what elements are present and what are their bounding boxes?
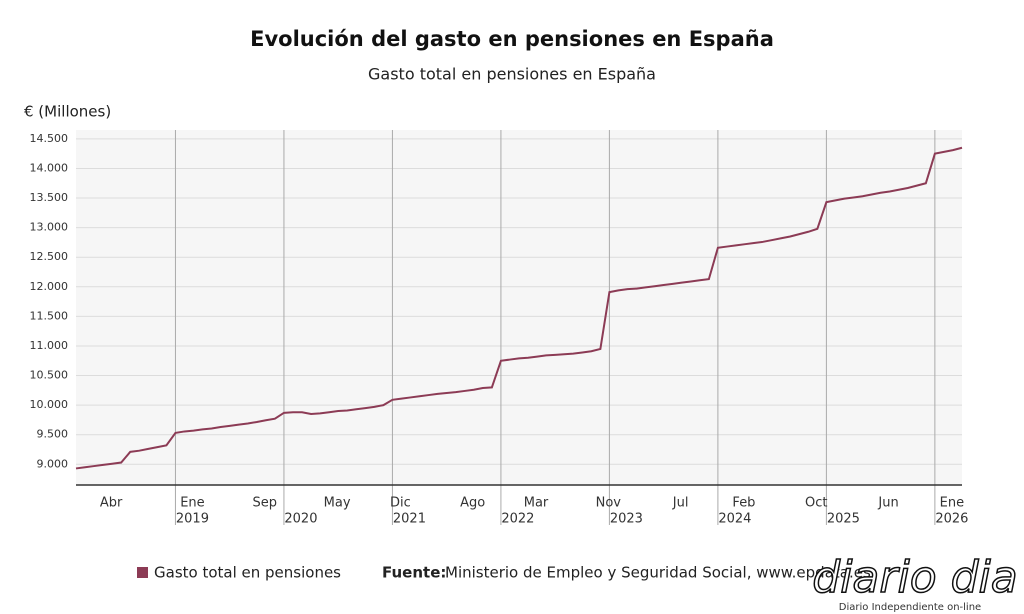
year-label: 2019 (176, 512, 209, 527)
y-tick-label: 9.000 (37, 457, 69, 470)
y-tick-label: 11.500 (30, 309, 69, 322)
year-label: 2025 (827, 512, 860, 527)
x-tick-label: Sep (253, 496, 278, 511)
x-tick-label: Ene (180, 496, 204, 511)
y-tick-label: 9.500 (37, 428, 69, 441)
x-tick-label: Jun (877, 496, 898, 511)
year-label: 2026 (935, 512, 968, 527)
x-tick-label: Feb (732, 496, 755, 511)
watermark-tagline: Diario Independiente on-line (839, 602, 981, 613)
y-tick-label: 13.000 (30, 221, 69, 234)
x-tick-label: Nov (596, 496, 622, 511)
source: Ministerio de Empleo y Seguridad Social,… (445, 564, 871, 582)
x-tick-label: Abr (100, 496, 123, 511)
y-tick-label: 12.000 (30, 280, 69, 293)
x-tick-label: Ago (460, 496, 485, 511)
chart-subtitle: Gasto total en pensiones en España (368, 65, 656, 84)
x-tick-label: Mar (524, 496, 549, 511)
y-tick-label: 14.500 (30, 132, 69, 145)
legend-swatch (137, 567, 148, 578)
chart-title: Evolución del gasto en pensiones en Espa… (250, 27, 774, 51)
y-tick-label: 10.000 (30, 398, 69, 411)
x-tick-label: Oct (805, 496, 827, 511)
x-tick-label: May (324, 496, 351, 511)
year-label: 2022 (501, 512, 534, 527)
y-tick-label: 10.500 (30, 369, 69, 382)
year-label: 2024 (718, 512, 751, 527)
x-tick-label: Dic (390, 496, 411, 511)
y-tick-label: 13.500 (30, 191, 69, 204)
y-tick-label: 11.000 (30, 339, 69, 352)
legend-label: Gasto total en pensiones (154, 564, 341, 582)
plot-area (76, 130, 962, 485)
year-label: 2021 (393, 512, 426, 527)
y-axis-label: € (Millones) (24, 103, 111, 121)
y-tick-label: 14.000 (30, 161, 69, 174)
x-tick-label: Jul (672, 496, 689, 511)
watermark: diario dia (812, 552, 1017, 603)
year-label: 2020 (284, 512, 317, 527)
source-label: Fuente: (382, 564, 446, 582)
x-tick-label: Ene (940, 496, 964, 511)
data-line (75, 146, 963, 470)
y-tick-label: 12.500 (30, 250, 69, 263)
year-label: 2023 (610, 512, 643, 527)
